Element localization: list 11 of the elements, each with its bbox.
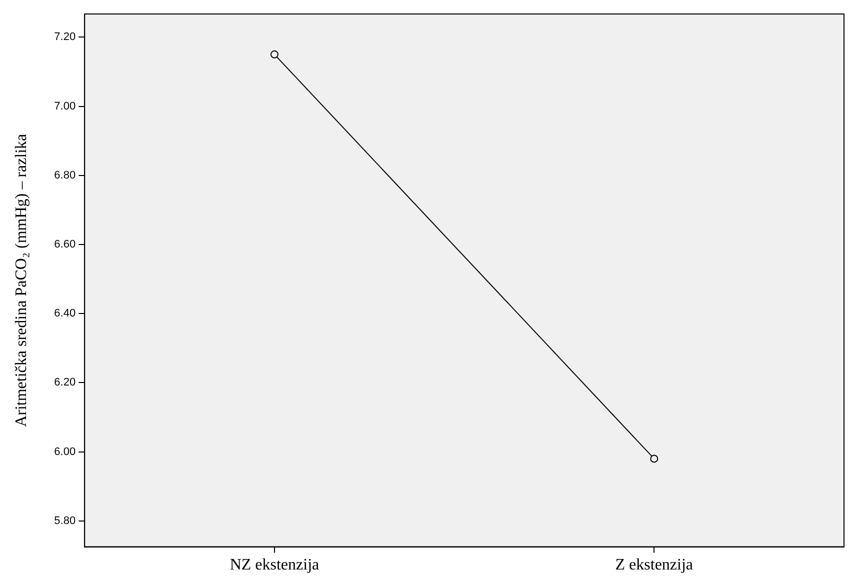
y-tick-label: 6.00 [54, 446, 76, 458]
y-tick-label: 6.80 [54, 169, 76, 182]
y-tick-label: 5.80 [54, 514, 76, 527]
y-axis-title: Aritmetička sredina PaCO₂ (mmHg) – razlika [12, 134, 30, 427]
y-tick-label: 6.40 [54, 308, 76, 320]
y-tick-label: 6.20 [54, 376, 76, 389]
y-tick-label: 6.60 [54, 238, 76, 250]
x-tick-label: Z ekstenzija [615, 556, 694, 574]
y-tick-label: 7.00 [54, 100, 76, 112]
x-tick-label: NZ ekstenzija [230, 556, 320, 574]
y-tick-label: 7.20 [54, 31, 76, 44]
